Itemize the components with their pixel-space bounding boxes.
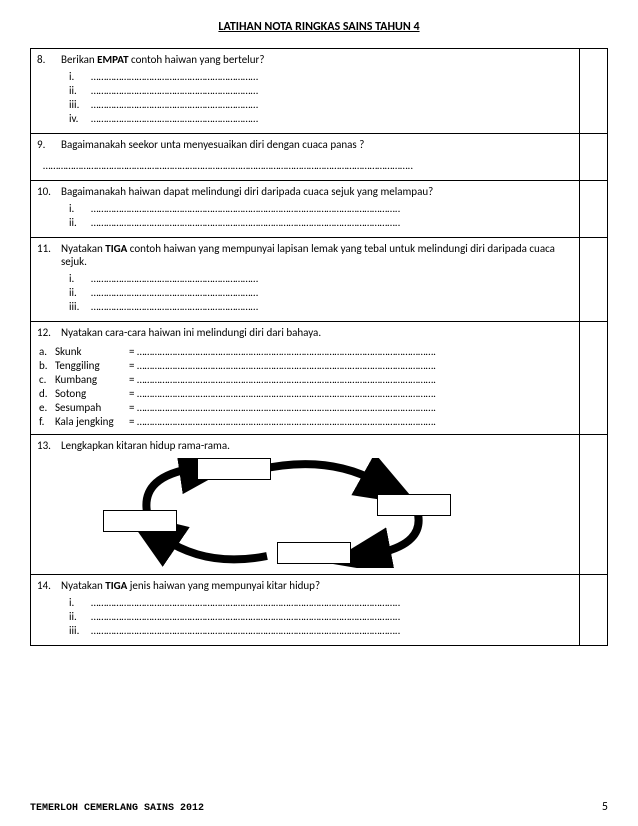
q12-num: 12. bbox=[37, 326, 61, 339]
q12-text: Nyatakan cara-cara haiwan ini melindungi… bbox=[61, 326, 573, 339]
q9-cell: 9. Bagaimanakah seekor unta menyesuaikan… bbox=[31, 134, 580, 181]
q11-cell: 11. Nyatakan TIGA contoh haiwan yang mem… bbox=[31, 238, 580, 322]
q13-num: 13. bbox=[37, 439, 61, 452]
q8-score bbox=[579, 49, 607, 134]
q12-score bbox=[579, 322, 607, 435]
q10-text: Bagaimanakah haiwan dapat melindungi dir… bbox=[61, 185, 573, 198]
q12-list: a.Skunk= …………………………………………………………………………………… bbox=[39, 345, 573, 428]
page-number: 5 bbox=[602, 800, 608, 814]
q13-cell: 13. Lengkapkan kitaran hidup rama-rama. bbox=[31, 435, 580, 575]
q9-answer-line: …………………………………………………………………………………………………………… bbox=[43, 159, 573, 172]
q13-text: Lengkapkan kitaran hidup rama-rama. bbox=[61, 439, 573, 452]
q9-num: 9. bbox=[37, 138, 61, 151]
q10-score bbox=[579, 181, 607, 238]
q8-num: 8. bbox=[37, 53, 61, 66]
q8-text: Berikan EMPAT contoh haiwan yang bertelu… bbox=[61, 53, 573, 66]
q9-score bbox=[579, 134, 607, 181]
q11-score bbox=[579, 238, 607, 322]
q14-num: 14. bbox=[37, 579, 61, 592]
worksheet-table: 8. Berikan EMPAT contoh haiwan yang bert… bbox=[30, 48, 608, 646]
cycle-box-left bbox=[103, 510, 177, 532]
q9-text: Bagaimanakah seekor unta menyesuaikan di… bbox=[61, 138, 573, 151]
q14-score bbox=[579, 575, 607, 646]
lifecycle-diagram bbox=[67, 458, 573, 568]
q10-list: i.……………………………………………………………………………………………………… bbox=[69, 202, 573, 229]
page-title: LATIHAN NOTA RINGKAS SAINS TAHUN 4 bbox=[30, 20, 608, 34]
cycle-box-right bbox=[377, 494, 451, 516]
q11-num: 11. bbox=[37, 242, 61, 268]
cycle-box-bottom bbox=[277, 542, 351, 564]
q11-list: i.………………………………………………………… ii.………………………………… bbox=[69, 272, 573, 313]
footer-text: TEMERLOH CEMERLANG SAINS 2012 bbox=[30, 803, 204, 814]
q11-text: Nyatakan TIGA contoh haiwan yang mempuny… bbox=[61, 242, 573, 268]
q13-score bbox=[579, 435, 607, 575]
q8-list: i.………………………………………………………… ii.………………………………… bbox=[69, 70, 573, 125]
q14-text: Nyatakan TIGA jenis haiwan yang mempunya… bbox=[61, 579, 573, 592]
q14-list: i.……………………………………………………………………………………………………… bbox=[69, 596, 573, 637]
q8-cell: 8. Berikan EMPAT contoh haiwan yang bert… bbox=[31, 49, 580, 134]
q10-cell: 10. Bagaimanakah haiwan dapat melindungi… bbox=[31, 181, 580, 238]
q10-num: 10. bbox=[37, 185, 61, 198]
cycle-box-top bbox=[197, 458, 271, 480]
q14-cell: 14. Nyatakan TIGA jenis haiwan yang memp… bbox=[31, 575, 580, 646]
q12-cell: 12. Nyatakan cara-cara haiwan ini melind… bbox=[31, 322, 580, 435]
